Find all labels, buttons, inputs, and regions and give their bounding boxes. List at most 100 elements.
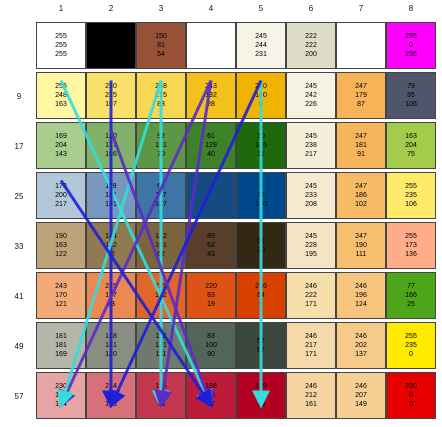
rgb-value: 225: [155, 283, 167, 290]
rgb-value: 85: [407, 92, 415, 99]
rgb-value: 195: [305, 251, 317, 258]
rgb-value: 137: [105, 292, 117, 299]
color-swatch: 119 151 191: [86, 172, 136, 219]
color-swatch: 245 228 195: [286, 222, 336, 269]
color-swatch: [86, 22, 136, 69]
column-header: 5: [258, 4, 264, 13]
rgb-value: 178: [55, 183, 67, 190]
row-header: 57: [14, 392, 24, 401]
rgb-value: 136: [405, 251, 417, 258]
rgb-value: 137: [355, 351, 367, 358]
rgb-value: 0: [259, 392, 263, 399]
rgb-value: 235: [105, 283, 117, 290]
color-swatch: 181 181 169: [36, 322, 86, 369]
color-swatch: 247 190 111: [336, 222, 386, 269]
rgb-value: 243: [55, 283, 67, 290]
rgb-value: 167: [155, 201, 167, 208]
rgb-value: 161: [305, 401, 317, 408]
color-swatch: 190 163 122: [36, 222, 86, 269]
color-swatch: 246 212 161: [286, 372, 336, 419]
rgb-value: 190: [355, 242, 367, 249]
rgb-value: 141: [105, 342, 117, 349]
rgb-value: 119: [105, 183, 117, 190]
rgb-value: 222: [305, 33, 317, 40]
color-swatch: 130 177 106: [86, 122, 136, 169]
rgb-value: 56: [157, 392, 165, 399]
color-swatch: 188 28 57: [186, 372, 236, 419]
rgb-value: 0: [409, 42, 413, 49]
color-swatch: 246 202 137: [336, 322, 386, 369]
color-swatch: 225 102 42: [136, 272, 186, 319]
rgb-value: 91: [357, 151, 365, 158]
rgb-value: 247: [355, 183, 367, 190]
rgb-value: 123: [105, 401, 117, 408]
rgb-value: 245: [255, 33, 267, 40]
rgb-value: 149: [355, 401, 367, 408]
rgb-value: 92: [157, 133, 165, 140]
rgb-value: 246: [305, 333, 317, 340]
rgb-value: 255: [55, 83, 67, 90]
color-swatch: 214 112 123: [86, 372, 136, 419]
rgb-value: 255: [55, 33, 67, 40]
color-swatch: 255 0 255: [386, 22, 436, 69]
rgb-value: 235: [405, 342, 417, 349]
color-swatch: 250 225 107: [86, 72, 136, 119]
rgb-value: 204: [55, 142, 67, 149]
color-swatch: [186, 22, 236, 69]
rgb-value: 190: [55, 233, 67, 240]
rgb-value: 169: [55, 351, 67, 358]
rgb-value: 0: [409, 401, 413, 408]
rgb-value: 30: [257, 133, 265, 140]
rgb-value: 100: [205, 342, 217, 349]
color-swatch: 79 85 106: [386, 72, 436, 119]
color-swatch: 178 200 217: [36, 172, 86, 219]
rgb-value: 246: [355, 333, 367, 340]
rgb-value: 202: [355, 342, 367, 349]
color-swatch: 77 166 25: [386, 272, 436, 319]
rgb-value: 90: [207, 351, 215, 358]
rgb-value: 222: [305, 292, 317, 299]
rgb-value: 177: [105, 142, 117, 149]
rgb-value: 196: [355, 292, 367, 299]
rgb-value: 130: [105, 351, 117, 358]
row-header: 9: [16, 92, 22, 101]
color-swatch: 247 186 102: [336, 172, 386, 219]
rgb-value: 43: [207, 251, 215, 258]
rgb-value: 163: [405, 133, 417, 140]
rgb-value: 245: [305, 183, 317, 190]
color-swatch: 179 0 35: [236, 372, 286, 419]
rgb-value: 0: [259, 301, 263, 308]
rgb-value: 169: [55, 133, 67, 140]
color-swatch: [186, 172, 236, 219]
rgb-value: 163: [55, 242, 67, 249]
rgb-value: 117: [155, 192, 167, 199]
rgb-value: 235: [405, 192, 417, 199]
rgb-value: 242: [305, 92, 317, 99]
rgb-value: 255: [405, 183, 417, 190]
rgb-value: 70: [157, 151, 165, 158]
color-swatch: 247 181 91: [336, 122, 386, 169]
rgb-value: 105: [255, 142, 267, 149]
rgb-value: 62: [207, 242, 215, 249]
color-swatch: 246 217 171: [286, 322, 336, 369]
rgb-value: 143: [55, 151, 67, 158]
color-swatch: 57 67: [236, 322, 286, 369]
rgb-value: 170: [55, 292, 67, 299]
rgb-value: 166: [405, 292, 417, 299]
rgb-value: 72: [257, 192, 265, 199]
rgb-value: 138: [105, 333, 117, 340]
rgb-value: 188: [205, 383, 217, 390]
rgb-value: 82: [107, 251, 115, 258]
rgb-value: 42: [157, 301, 165, 308]
color-swatch: 247 179 87: [336, 72, 386, 119]
rgb-value: 200: [305, 51, 317, 58]
color-swatch: 0 72 140: [236, 172, 286, 219]
rgb-value: 247: [355, 83, 367, 90]
color-swatch: 62 117 167: [136, 172, 186, 219]
rgb-value: 28: [207, 392, 215, 399]
rgb-value: 243: [205, 83, 217, 90]
color-swatch: 220 83 19: [186, 272, 236, 319]
rgb-value: 106: [105, 151, 117, 158]
rgb-value: 181: [55, 342, 67, 349]
